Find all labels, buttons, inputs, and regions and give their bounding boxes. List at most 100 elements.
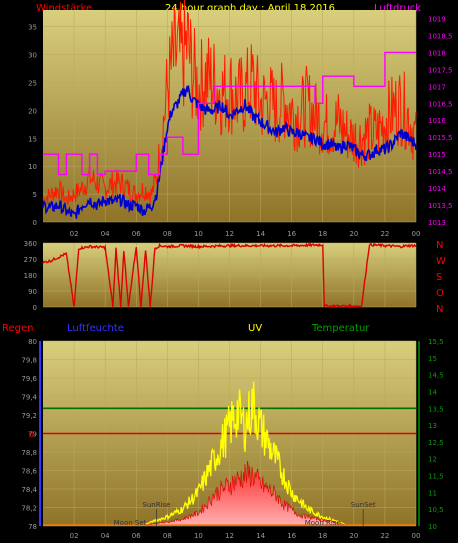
humidity-y-tick-label: 79,4 (21, 394, 37, 402)
weather-x-tick-label: 18 (318, 532, 327, 540)
humidity-y-axis: 78 78,2 78,4 78,6 78,8 79 79,2 79,4 79,6 79,8 80 (21, 338, 37, 531)
pressure-y-tick-label: 1017 (428, 83, 446, 91)
direction-y-tick-label: 360 (24, 240, 37, 248)
wind-x-tick-label: 06 (132, 230, 141, 238)
pressure-y-tick-label: 1013,5 (428, 202, 453, 210)
temperature-y-tick-label: 15 (428, 355, 437, 363)
wind-y-tick-label: 20 (28, 107, 37, 115)
humidity-y-tick-label: 78,2 (21, 505, 37, 513)
temperature-y-tick-label: 10,5 (428, 506, 444, 514)
wind-average-line (42, 85, 417, 219)
wind-y-tick-label: 10 (28, 163, 37, 171)
event-label: SunSet (351, 501, 376, 509)
temperature-y-tick-label: 11,5 (428, 473, 444, 481)
pressure-y-tick-label: 1018,5 (428, 32, 453, 40)
compass-label: O (436, 288, 444, 299)
pressure-line (43, 51, 416, 176)
center-label-uv: UV (248, 323, 262, 334)
direction-y-tick-label: 0 (33, 304, 37, 312)
temperature-y-tick-label: 15,5 (428, 338, 444, 346)
direction-grid (43, 242, 417, 308)
humidity-y-tick-label: 78,4 (21, 486, 37, 494)
wind-x-tick-label: 10 (194, 230, 203, 238)
pressure-y-tick-label: 1015,5 (428, 134, 453, 142)
left-label-luftfeuchte: Luftfeuchte (67, 323, 124, 334)
wind-y-tick-label: 15 (28, 135, 37, 143)
weather-x-tick-label: 06 (132, 532, 141, 540)
wind-x-tick-label: 16 (287, 230, 296, 238)
wind-x-tick-label: 00 (412, 230, 421, 238)
wind-y-axis: 0 5 10 15 20 25 30 35 (28, 24, 37, 227)
weather-series (43, 381, 416, 526)
temperature-y-axis: 10 10,5 11 11,5 12 12,5 13 13,5 14 14,5 15 15,5 (428, 338, 444, 531)
weather-x-tick-label: 02 (70, 532, 79, 540)
pressure-y-tick-label: 1014 (428, 185, 446, 193)
direction-series (42, 242, 417, 309)
wind-y-tick-label: 25 (28, 80, 37, 88)
humidity-y-tick-label: 78,8 (21, 449, 37, 457)
wind-x-axis: 02 04 06 08 10 12 14 16 18 20 22 00 (70, 230, 421, 238)
weather-x-tick-label: 20 (349, 532, 358, 540)
wind-x-tick-label: 18 (318, 230, 327, 238)
weather-x-tick-label: 12 (225, 532, 234, 540)
left-label-windstarke: Windstärke (36, 3, 92, 14)
wind-series (42, 0, 417, 219)
chart-title: 24 hour graph day : April 18.2016 (165, 3, 335, 14)
temperature-y-tick-label: 10 (428, 523, 437, 531)
wind-gust-line (42, 0, 417, 206)
weather-x-tick-label: 00 (412, 532, 421, 540)
compass-label: W (436, 256, 446, 267)
wind-x-tick-label: 08 (163, 230, 172, 238)
compass-label: N (436, 304, 443, 315)
humidity-y-tick-label: 78 (28, 523, 37, 531)
left-label-regen: Regen (2, 323, 34, 334)
temperature-y-tick-label: 14 (428, 388, 437, 396)
right-label-luftdruck: Luftdruck (374, 3, 421, 14)
wind-y-tick-label: 35 (28, 24, 37, 32)
wind-x-tick-label: 14 (256, 230, 265, 238)
wind-x-tick-label: 12 (225, 230, 234, 238)
direction-y-tick-label: 270 (24, 256, 37, 264)
weather-x-tick-label: 04 (101, 532, 110, 540)
pressure-y-tick-label: 1014,5 (428, 168, 453, 176)
wind-y-tick-label: 30 (28, 52, 37, 60)
wind-x-tick-label: 20 (349, 230, 358, 238)
pressure-y-tick-label: 1016,5 (428, 100, 453, 108)
pressure-y-tick-label: 1016 (428, 117, 446, 125)
pressure-y-tick-label: 1019 (428, 15, 446, 23)
weather-x-tick-label: 16 (287, 532, 296, 540)
pressure-y-axis: 1013 1013,5 1014 1014,5 1015 1015,5 1016 1016,5… (428, 15, 453, 227)
event-label: SunRise (142, 501, 170, 509)
temperature-y-tick-label: 14,5 (428, 372, 444, 380)
weather-x-tick-label: 08 (163, 532, 172, 540)
rain-zero-label: 0 (29, 430, 34, 439)
event-label: Moon Set (114, 519, 147, 527)
compass-label: N (436, 240, 443, 251)
direction-line (42, 242, 417, 309)
weather-x-tick-label: 10 (194, 532, 203, 540)
pressure-y-tick-label: 1017,5 (428, 66, 453, 74)
humidity-y-tick-label: 78,6 (21, 468, 37, 476)
right-label-temperatur: Temperatur (311, 323, 370, 334)
direction-y-tick-label: 90 (28, 288, 37, 296)
weather-x-tick-label: 22 (380, 532, 389, 540)
temperature-y-tick-label: 12,5 (428, 439, 444, 447)
event-label: Moon Rise (305, 519, 341, 527)
weather-x-tick-label: 14 (256, 532, 265, 540)
humidity-y-tick-label: 79,2 (21, 412, 37, 420)
direction-y-tick-label: 180 (24, 272, 37, 280)
pressure-y-tick-label: 1015 (428, 151, 446, 159)
humidity-y-tick-label: 79 (28, 431, 37, 439)
wind-x-tick-label: 22 (380, 230, 389, 238)
weather-x-axis: 02 04 06 08 10 12 14 16 18 20 22 00 (39, 341, 421, 540)
temperature-y-tick-label: 13 (428, 422, 437, 430)
temperature-y-tick-label: 12 (428, 456, 437, 464)
compass-label: S (436, 272, 442, 283)
astronomy-events: SunRise SunSet Moon Set Moon Rise (114, 501, 376, 527)
humidity-y-tick-label: 79,8 (21, 357, 37, 365)
wind-x-tick-label: 02 (70, 230, 79, 238)
wind-y-tick-label: 0 (33, 219, 37, 227)
humidity-y-tick-label: 80 (28, 338, 37, 346)
